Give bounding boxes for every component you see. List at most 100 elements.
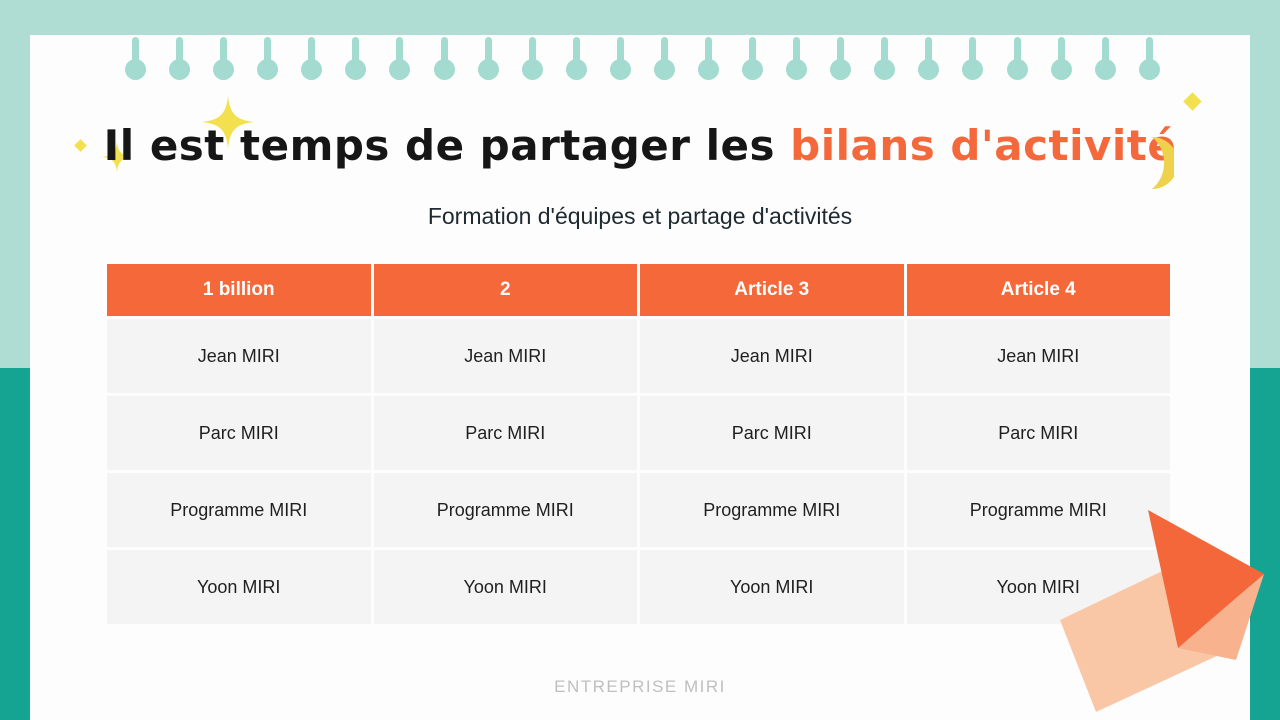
binding-pin [565,37,587,80]
binding-pin [125,37,146,80]
arrow-flag-decoration [1060,510,1264,712]
binding-pin-ball [169,59,191,80]
binding-pin-ball [1050,59,1072,80]
binding-pin-stem [396,37,404,64]
binding-pin-ball [1006,59,1028,80]
binding-pin-ball [918,59,940,80]
content-card: Il est temps de partager les bilans d'ac… [30,35,1250,720]
binding-pin-ball [1094,59,1116,80]
table-cell: Programme MIRI [640,473,904,547]
binding-pin-stem [616,37,624,64]
binding-pin-ball [433,59,455,80]
binding-pin [477,37,499,80]
title-black-text: Il est temps de partager les [103,121,775,170]
crescent-icon [1152,137,1174,189]
binding-pin-stem [1101,37,1109,64]
binding-pin [698,37,720,80]
binding-pin-ball [786,59,808,80]
binding-pin-stem [572,37,580,64]
binding-pin-ball [521,59,543,80]
binding-pin-stem [176,37,184,64]
table-cell: Programme MIRI [107,473,371,547]
binding-pin [521,37,543,80]
binding-pin-ball [1138,59,1160,80]
binding-pin [653,37,675,80]
page-title: Il est temps de partager les bilans d'ac… [30,121,1250,170]
binding-pin-ball [257,59,279,80]
binding-pin-stem [528,37,536,64]
table-cell: Parc MIRI [640,396,904,470]
binding-pin [742,37,764,80]
binding-pin-ball [742,59,764,80]
binding-pin [1138,37,1160,80]
binding-pin-stem [308,37,316,64]
binding-pin-ball [477,59,499,80]
binding-pin-ball [301,59,323,80]
binding-pin-stem [1057,37,1065,64]
binding-pin [1006,37,1028,80]
binding-pin-stem [793,37,801,64]
binding-pin [301,37,323,80]
binding-pin [257,37,279,80]
binding-pin-stem [132,37,139,64]
binding-pin-stem [837,37,845,64]
binding-pin-ball [213,59,235,80]
table-cell: Jean MIRI [373,319,637,393]
table-cell: Jean MIRI [906,319,1170,393]
binding-pin [389,37,411,80]
binding-pin-ball [609,59,631,80]
binding-dots [125,37,1160,80]
binding-pin-ball [962,59,984,80]
binding-pin [433,37,455,80]
table-cell: Jean MIRI [107,319,371,393]
table-cell: Programme MIRI [906,473,1170,547]
binding-pin-ball [653,59,675,80]
table-cell: Yoon MIRI [640,550,904,624]
binding-pin-stem [969,37,977,64]
table-cell: Parc MIRI [373,396,637,470]
binding-pin-stem [440,37,448,64]
binding-pin [962,37,984,80]
binding-pin [169,37,191,80]
binding-pin-stem [1145,37,1153,64]
binding-pin [213,37,235,80]
table-header-cell: 1 billion [107,264,371,316]
table-cell: Parc MIRI [107,396,371,470]
binding-pin-stem [925,37,933,64]
binding-pin [830,37,852,80]
activity-table: 1 billion 2 Article 3 Article 4 Jean MIRI Jea… [107,264,1170,624]
binding-pin-ball [565,59,587,80]
footer-text: ENTREPRISE MIRI [554,677,726,696]
binding-pin-stem [484,37,492,64]
binding-pin-stem [705,37,713,64]
table-cell: Jean MIRI [640,319,904,393]
binding-pin-ball [345,59,367,80]
binding-pin [918,37,940,80]
table-header-cell: 2 [373,264,637,316]
binding-pin-ball [389,59,411,80]
binding-pin-stem [660,37,668,64]
binding-pin [1050,37,1072,80]
binding-pin-stem [881,37,889,64]
table-cell: Yoon MIRI [373,550,637,624]
binding-pin-stem [1013,37,1021,64]
table-cell: Yoon MIRI [107,550,371,624]
sparkle-star-small-icon [102,142,132,172]
binding-pin-ball [125,59,146,80]
title-orange-text: bilans d'activité [790,121,1177,170]
page-subtitle: Formation d'équipes et partage d'activit… [427,203,853,229]
binding-pin [874,37,896,80]
table-header-cell: Article 3 [640,264,904,316]
table-cell: Programme MIRI [373,473,637,547]
table-header-cell: Article 4 [906,264,1170,316]
binding-pin-ball [698,59,720,80]
binding-pin-ball [874,59,896,80]
binding-pin-stem [264,37,272,64]
binding-pin-stem [220,37,228,64]
binding-pin-stem [749,37,757,64]
table-cell: Parc MIRI [906,396,1170,470]
sparkle-star-icon [202,96,254,148]
binding-pin-stem [352,37,360,64]
binding-pin [786,37,808,80]
